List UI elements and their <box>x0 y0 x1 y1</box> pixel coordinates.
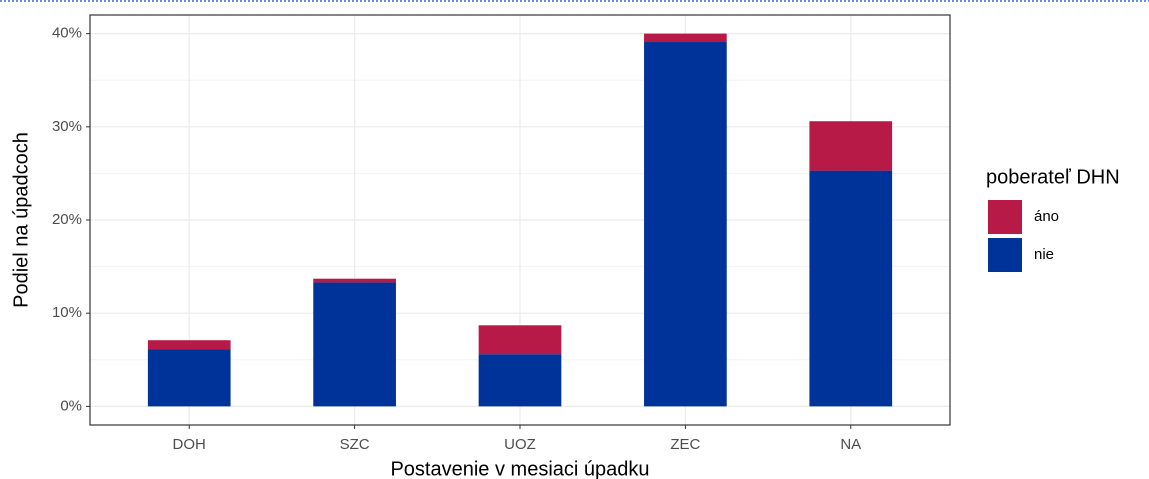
y-tick-label: 40% <box>52 25 82 42</box>
bar-segment <box>644 42 727 407</box>
x-tick-label: NA <box>840 436 861 453</box>
legend-swatch <box>988 200 1022 234</box>
y-tick-label: 30% <box>52 118 82 135</box>
bar-segment <box>478 325 562 355</box>
bar-segment <box>147 340 231 350</box>
x-tick-label: SZC <box>340 436 370 453</box>
bar-segment <box>809 121 893 171</box>
bar-segment <box>809 170 893 407</box>
y-axis-title: Podiel na úpadcoch <box>10 132 32 308</box>
bar-segment <box>478 354 562 407</box>
y-tick-label: 10% <box>52 304 82 321</box>
bar-segment <box>644 33 727 43</box>
x-axis-title: Postavenie v mesiaci úpadku <box>390 458 649 479</box>
y-tick-label: 20% <box>52 211 82 228</box>
legend-swatch <box>988 238 1022 272</box>
y-tick-label: 0% <box>60 397 82 414</box>
x-tick-label: DOH <box>173 436 206 453</box>
x-tick-label: ZEC <box>670 436 700 453</box>
bar-segment <box>147 349 231 407</box>
legend-label: nie <box>1034 246 1054 263</box>
bar-segment <box>313 282 396 407</box>
legend-title: poberateľ DHN <box>986 166 1120 188</box>
legend-label: áno <box>1034 208 1059 225</box>
bar-segment <box>313 278 396 283</box>
x-tick-label: UOZ <box>504 436 536 453</box>
